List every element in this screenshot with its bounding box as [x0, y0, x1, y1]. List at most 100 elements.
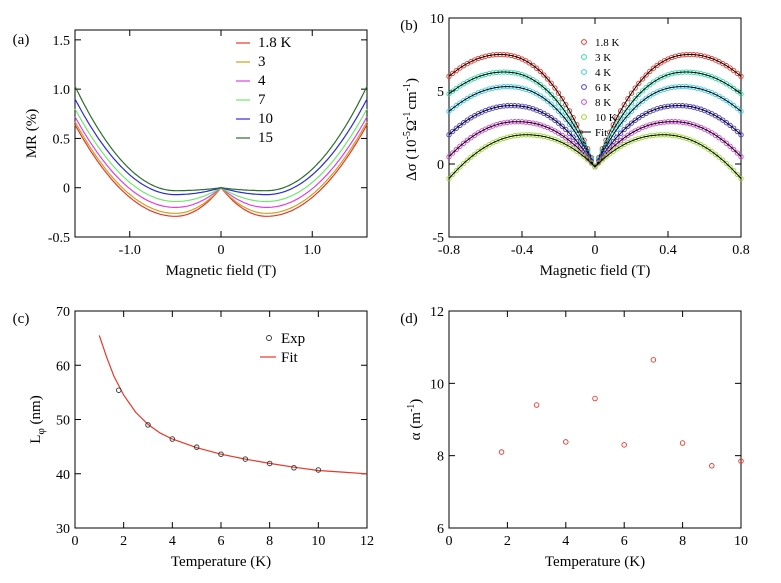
data-point — [218, 451, 224, 457]
data-point — [632, 95, 638, 102]
data-point — [621, 126, 627, 133]
data-point — [116, 387, 122, 393]
data-point — [570, 121, 576, 127]
data-point — [669, 54, 675, 61]
data-point — [650, 357, 657, 363]
data-point — [570, 126, 576, 132]
data-point — [621, 116, 627, 123]
data-point — [533, 402, 540, 408]
x-axis-label: Magnetic field (T) — [540, 263, 651, 279]
data-point — [475, 148, 481, 155]
data-point — [449, 150, 456, 156]
data-point — [603, 148, 609, 154]
data-point — [628, 90, 635, 96]
data-point — [723, 97, 730, 104]
data-point — [731, 102, 737, 109]
data-point — [552, 85, 558, 91]
data-point — [453, 168, 459, 174]
data-point — [709, 130, 715, 136]
x-tick-label: 10 — [311, 534, 325, 549]
data-point — [731, 146, 737, 153]
data-point — [614, 146, 620, 152]
data-point — [563, 439, 569, 445]
y-tick-label: 0 — [63, 182, 70, 197]
data-point — [523, 86, 529, 92]
x-tick-label: -0.4 — [511, 243, 533, 258]
data-point — [555, 90, 562, 96]
data-point — [603, 154, 609, 160]
x-tick-label: 0.4 — [659, 243, 677, 258]
data-point — [679, 440, 686, 446]
data-point — [559, 112, 565, 118]
data-point — [621, 101, 627, 108]
panel-label: (a) — [13, 32, 30, 48]
series-line-10 — [74, 98, 368, 196]
legend-marker — [581, 114, 587, 120]
data-point — [625, 104, 631, 111]
data-point — [544, 76, 551, 82]
y-axis-label-text: Δσ (10 — [404, 140, 420, 181]
data-point — [570, 114, 576, 121]
data-point — [555, 120, 562, 126]
legend-label: Fit — [281, 350, 299, 366]
y-axis-label-sup: -5 — [402, 131, 413, 139]
data-point — [449, 105, 456, 112]
data-point — [738, 175, 744, 182]
data-point — [614, 141, 620, 147]
data-point — [716, 154, 722, 160]
x-tick-label: 0.8 — [732, 243, 750, 258]
data-point — [621, 442, 627, 448]
data-point — [581, 148, 587, 154]
data-point — [716, 135, 722, 141]
series-line-3 — [74, 121, 368, 214]
data-point — [460, 140, 467, 146]
data-point — [643, 72, 649, 78]
data-point — [559, 123, 565, 129]
data-point — [548, 80, 554, 86]
data-point — [577, 151, 584, 157]
data-point — [446, 91, 452, 97]
legend-label: 6 K — [595, 82, 611, 94]
data-point — [457, 164, 463, 170]
fit-line — [448, 134, 742, 179]
data-point — [647, 122, 653, 128]
data-point — [610, 138, 616, 145]
data-point — [636, 80, 642, 86]
data-point — [468, 135, 474, 141]
data-point — [628, 100, 635, 106]
data-point — [570, 134, 576, 140]
data-point — [621, 135, 627, 141]
y-axis-label-text: α (m — [408, 412, 424, 441]
y-tick-label: 60 — [56, 359, 70, 374]
data-point — [617, 130, 624, 136]
data-point — [453, 125, 459, 131]
x-tick-label: 8 — [266, 534, 273, 549]
y-tick-label: 6 — [437, 522, 444, 537]
x-tick-label: -0.8 — [438, 243, 460, 258]
series-line-4 — [74, 116, 368, 208]
x-tick-label: 1.0 — [304, 243, 322, 258]
data-point — [625, 95, 631, 102]
plot-frame — [448, 310, 742, 529]
data-point — [705, 54, 711, 60]
data-point — [563, 109, 569, 116]
data-point — [723, 160, 730, 167]
data-point — [734, 105, 741, 112]
data-point — [701, 71, 708, 78]
data-point — [504, 134, 511, 140]
legend-marker — [581, 39, 587, 45]
x-tick-label: 2 — [504, 534, 511, 549]
data-point — [530, 62, 536, 69]
data-point — [193, 444, 200, 450]
data-point — [632, 104, 638, 111]
data-point — [548, 91, 554, 98]
panel-label: (d) — [400, 311, 418, 327]
data-point — [555, 100, 562, 106]
data-point — [727, 65, 733, 71]
data-point — [566, 121, 573, 127]
data-point — [464, 137, 470, 143]
y-axis-label-text: ) — [408, 399, 424, 404]
y-tick-label: -5 — [432, 231, 444, 246]
x-axis-label: Temperature (K) — [545, 554, 645, 570]
panel-0: -1.0 0 1.0 -0.5 0 0.5 1.0 1.5 Magnetic field (T)… — [13, 29, 368, 279]
